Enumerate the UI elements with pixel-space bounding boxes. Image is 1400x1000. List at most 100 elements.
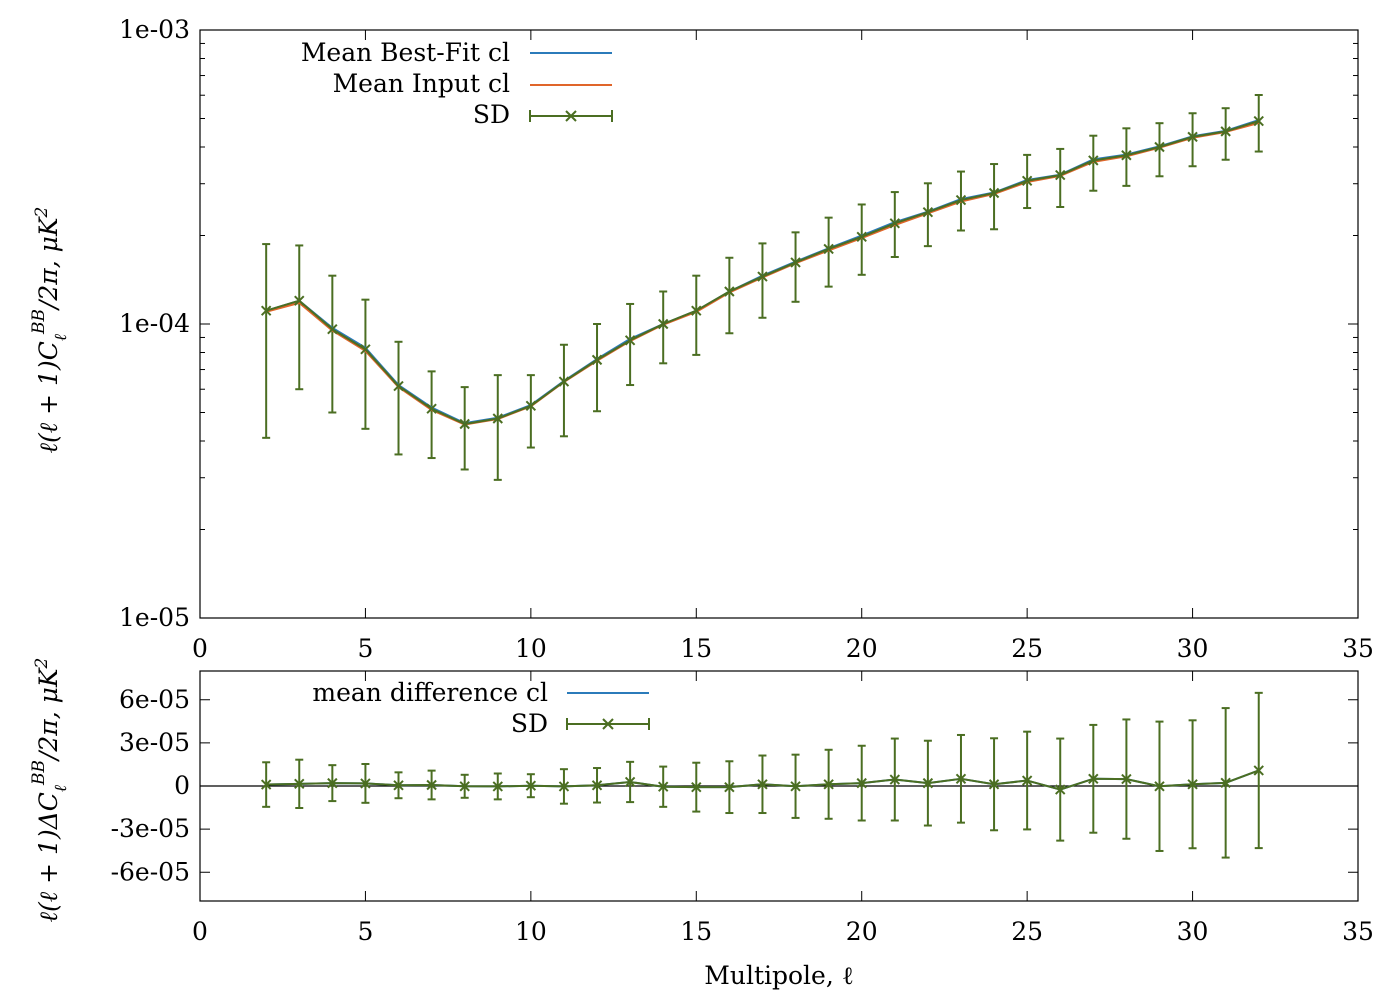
top-x-tick-label: 35 <box>1342 634 1374 663</box>
top-panel: 0 5 10 15 20 25 30 35 1e-05 1e-04 1e-03 Mean Best-… <box>29 15 1374 663</box>
bottom-y-tick-label: 3e-05 <box>119 728 190 757</box>
bottom-point-marker <box>525 780 537 791</box>
top-point-marker <box>492 413 503 424</box>
bottom-point-marker <box>1187 779 1198 790</box>
bottom-point-marker <box>1154 781 1165 792</box>
top-point-marker <box>426 403 437 414</box>
top-point-marker <box>955 194 967 206</box>
marker-stroke <box>790 257 801 268</box>
top-x-tick-label: 5 <box>357 634 373 663</box>
marker-stroke <box>657 318 669 330</box>
top-y-tick-label: 1e-03 <box>119 15 190 44</box>
bottom-legend: mean difference cl SD <box>312 678 650 738</box>
top-point-marker <box>1121 150 1132 161</box>
top-point-marker <box>360 344 371 355</box>
top-point-marker <box>790 257 801 268</box>
marker-stroke <box>558 376 570 387</box>
bottom-point-marker <box>657 781 669 792</box>
marker-stroke <box>1021 175 1033 186</box>
top-point-marker <box>889 218 901 229</box>
bottom-y-tick-label: 6e-05 <box>119 685 190 714</box>
marker-stroke <box>1187 779 1198 790</box>
marker-stroke <box>724 286 735 297</box>
marker-stroke <box>1220 126 1231 137</box>
legend-entry-mean-difference: mean difference cl <box>312 678 649 707</box>
x-axis-label: Multipole, ℓ <box>704 961 853 990</box>
marker-stroke <box>426 779 437 791</box>
bottom-point-marker <box>988 779 1000 790</box>
marker-stroke <box>1121 150 1132 161</box>
legend-label-mean-difference: mean difference cl <box>312 678 548 707</box>
bottom-x-tick-label: 0 <box>192 917 208 946</box>
top-legend: Mean Best-Fit cl Mean Input cl SD <box>301 38 613 129</box>
marker-stroke <box>525 400 537 411</box>
bottom-point-marker <box>691 781 702 793</box>
bottom-y-tick-label: 0 <box>174 771 190 800</box>
marker-stroke <box>1088 155 1099 166</box>
top-point-marker <box>757 271 768 282</box>
marker-stroke <box>757 271 768 282</box>
top-x-tick-label: 25 <box>1011 634 1043 663</box>
marker-stroke <box>1021 775 1033 786</box>
top-point-marker <box>1220 126 1231 137</box>
marker-stroke <box>724 781 735 793</box>
legend-swatch-sd <box>529 110 613 122</box>
bottom-point-marker <box>558 781 570 792</box>
top-y-tick-label: 1e-04 <box>119 309 190 338</box>
marker-stroke <box>790 781 801 792</box>
marker-stroke <box>393 780 404 791</box>
bottom-point-marker <box>757 779 768 790</box>
legend-swatch-sd-bottom <box>566 718 650 730</box>
top-point-marker <box>525 400 537 411</box>
top-point-marker <box>393 380 404 392</box>
bottom-x-tick-label: 30 <box>1177 917 1209 946</box>
marker-stroke <box>591 780 603 791</box>
legend-label-mean-best-fit: Mean Best-Fit cl <box>301 38 510 67</box>
top-point-marker <box>327 324 338 335</box>
top-point-marker <box>1055 169 1066 181</box>
marker-stroke <box>1187 131 1198 143</box>
top-point-marker <box>856 231 867 242</box>
top-point-marker <box>591 354 603 366</box>
marker-stroke <box>260 305 272 316</box>
bottom-point-marker <box>1253 765 1264 776</box>
bottom-point-marker <box>1021 775 1033 786</box>
marker-stroke <box>823 779 834 790</box>
marker-stroke <box>691 305 702 316</box>
marker-stroke <box>360 778 371 789</box>
top-x-tick-label: 30 <box>1177 634 1209 663</box>
bottom-x-tick-label: 25 <box>1011 917 1043 946</box>
marker-stroke <box>889 774 901 785</box>
marker-stroke <box>360 344 371 355</box>
bottom-point-marker <box>459 781 470 792</box>
top-point-marker <box>1187 131 1198 143</box>
bottom-y-axis-label: ℓ(ℓ + 1)ΔCℓBB/2π, μK2 <box>29 658 71 923</box>
bottom-markers <box>260 765 1264 795</box>
marker-stroke <box>955 773 967 785</box>
bottom-x-tick-label: 20 <box>846 917 878 946</box>
legend-entry-sd: SD <box>473 100 613 129</box>
bottom-point-marker <box>492 781 503 792</box>
marker-stroke <box>591 354 603 366</box>
top-y-axis-label: ℓ(ℓ + 1)CℓBB/2π, μK2 <box>29 207 71 454</box>
bottom-point-marker <box>922 777 934 789</box>
top-plot-frame <box>199 29 1359 619</box>
bottom-point-marker <box>393 780 404 791</box>
marker-stroke <box>1154 141 1165 153</box>
bottom-ticks: 0 5 10 15 20 25 30 35 6e-05 3e-05 0 -3e-05 -6e-05 <box>111 671 1374 946</box>
top-x-tick-label: 10 <box>515 634 547 663</box>
marker-stroke <box>294 295 305 306</box>
marker-stroke <box>1253 115 1264 127</box>
marker-stroke <box>1088 773 1099 785</box>
legend-entry-mean-best-fit: Mean Best-Fit cl <box>301 38 612 67</box>
marker-stroke <box>327 324 338 335</box>
marker-stroke <box>1055 169 1066 181</box>
bottom-x-tick-label: 10 <box>515 917 547 946</box>
bottom-point-marker <box>1055 784 1066 795</box>
top-point-marker <box>1154 141 1165 153</box>
top-point-marker <box>724 286 735 297</box>
bottom-errorbars <box>262 691 1263 859</box>
bottom-point-marker <box>360 778 371 789</box>
bottom-point-marker <box>790 781 801 792</box>
